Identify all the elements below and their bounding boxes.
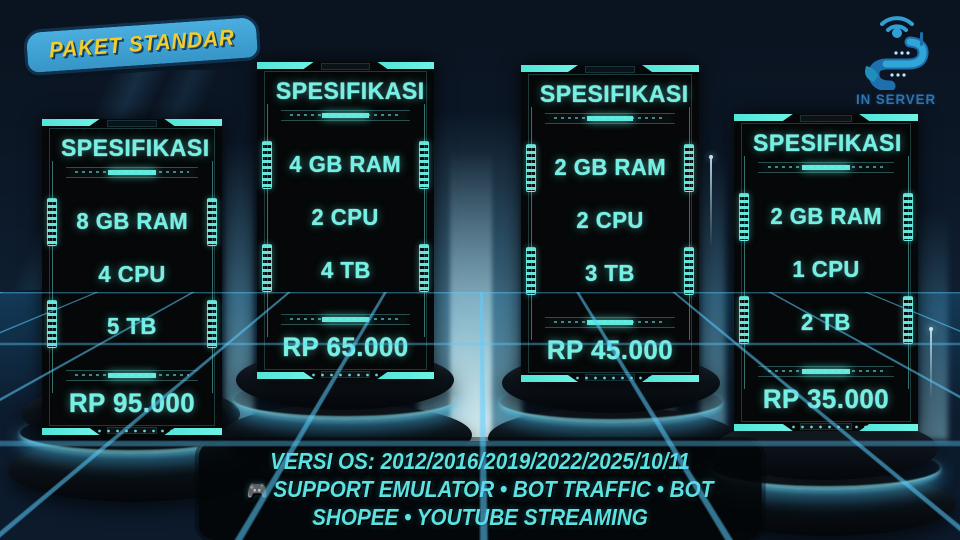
frame-corner bbox=[859, 424, 918, 431]
footer-support-text: SUPPORT EMULATOR • BOT TRAFFIC • BOT bbox=[273, 476, 714, 503]
spec-cpu: 2 CPU bbox=[311, 204, 380, 230]
divider-ornament bbox=[66, 370, 198, 381]
frame-rail bbox=[207, 161, 217, 393]
frame-rail bbox=[739, 156, 749, 389]
frame-corner bbox=[257, 372, 314, 379]
divider-ornament bbox=[758, 366, 894, 377]
spec-list: 4 GB RAM 2 CPU 4 TB bbox=[273, 125, 418, 310]
price-label: RP 65.000 bbox=[282, 332, 409, 362]
frame-corner bbox=[42, 428, 100, 435]
frame-corner bbox=[859, 114, 918, 121]
frame-corner bbox=[521, 375, 578, 382]
spark bbox=[929, 327, 933, 400]
spark bbox=[709, 155, 713, 248]
frame-corner bbox=[642, 375, 699, 382]
spec-ram: 2 GB RAM bbox=[554, 154, 666, 180]
package-badge-label: PAKET STANDAR bbox=[48, 24, 236, 63]
frame-corner bbox=[377, 372, 434, 379]
frame-corner bbox=[734, 114, 793, 121]
frame-corner bbox=[164, 119, 222, 126]
footer-os-versions: VERSI OS: 2012/2016/2019/2022/2025/10/11 bbox=[270, 448, 690, 474]
price-label: RP 95.000 bbox=[68, 388, 196, 418]
divider-ornament bbox=[66, 167, 198, 178]
frame-corner bbox=[521, 65, 578, 72]
spec-storage: 2 TB bbox=[801, 309, 851, 335]
frame-segment bbox=[320, 63, 371, 70]
frame-dots bbox=[290, 373, 401, 377]
frame-corner bbox=[257, 62, 314, 69]
frame-rail bbox=[903, 156, 913, 389]
divider-ornament bbox=[545, 113, 675, 124]
spec-ram: 8 GB RAM bbox=[76, 207, 188, 234]
spec-list: 2 GB RAM 2 CPU 3 TB bbox=[537, 128, 683, 313]
frame-corner bbox=[734, 424, 793, 431]
package-badge: PAKET STANDAR bbox=[22, 13, 262, 77]
brand-logo: IN SERVER bbox=[844, 6, 948, 107]
spec-storage: 5 TB bbox=[107, 313, 157, 340]
divider-ornament bbox=[281, 314, 410, 325]
spec-storage: 3 TB bbox=[585, 260, 635, 286]
pricing-card-3: SPESIFIKASI 2 GB RAM 2 CPU 3 TB RP 45.00… bbox=[521, 65, 699, 382]
spec-list: 2 GB RAM 1 CPU 2 TB bbox=[750, 177, 902, 362]
spec-storage: 4 TB bbox=[320, 257, 371, 283]
footer-support-line-2: SHOPEE • YOUTUBE STREAMING bbox=[312, 504, 648, 531]
light-beam bbox=[918, 210, 948, 440]
frame-segment bbox=[106, 120, 158, 127]
card-title: SPESIFIKASI bbox=[275, 78, 425, 105]
frame-rail bbox=[526, 107, 536, 340]
footer-info-panel: VERSI OS: 2012/2016/2019/2022/2025/10/11… bbox=[198, 441, 762, 540]
brand-logo-label: IN SERVER bbox=[855, 91, 937, 107]
divider-ornament bbox=[758, 162, 894, 173]
frame-segment bbox=[800, 115, 852, 122]
pricing-card-2: SPESIFIKASI 4 GB RAM 2 CPU 4 TB RP 65.00… bbox=[257, 62, 434, 379]
gamepad-icon: 🎮 bbox=[246, 481, 268, 503]
frame-corner bbox=[164, 428, 222, 435]
frame-rail bbox=[262, 104, 272, 337]
frame-dots bbox=[77, 429, 187, 433]
frame-corner bbox=[377, 62, 434, 69]
divider-ornament bbox=[545, 317, 675, 328]
price-label: RP 35.000 bbox=[762, 384, 890, 414]
frame-rail bbox=[47, 161, 57, 393]
spec-cpu: 1 CPU bbox=[792, 256, 860, 282]
divider-ornament bbox=[281, 110, 410, 121]
spec-ram: 4 GB RAM bbox=[289, 151, 402, 177]
frame-corner bbox=[42, 119, 100, 126]
card-title: SPESIFIKASI bbox=[60, 135, 210, 162]
in-server-logo-icon bbox=[865, 16, 929, 92]
pricing-card-1: SPESIFIKASI 8 GB RAM 4 CPU 5 TB RP 95.00… bbox=[42, 119, 222, 435]
spec-cpu: 4 CPU bbox=[98, 260, 166, 287]
spec-ram: 2 GB RAM bbox=[770, 203, 882, 229]
card-title: SPESIFIKASI bbox=[753, 130, 902, 157]
frame-corner bbox=[642, 65, 699, 72]
price-label: RP 45.000 bbox=[546, 335, 674, 365]
frame-dots bbox=[771, 425, 881, 429]
spec-cpu: 2 CPU bbox=[576, 207, 644, 233]
card-title: SPESIFIKASI bbox=[539, 81, 689, 108]
frame-rail bbox=[419, 104, 429, 337]
pricing-card-4: SPESIFIKASI 2 GB RAM 1 CPU 2 TB RP 35.00… bbox=[734, 114, 918, 431]
frame-segment bbox=[585, 66, 635, 73]
frame-dots bbox=[555, 376, 665, 380]
spec-list: 8 GB RAM 4 CPU 5 TB bbox=[58, 182, 206, 366]
light-beam-core bbox=[450, 150, 492, 445]
frame-rail bbox=[684, 107, 694, 340]
footer-support-line: 🎮 SUPPORT EMULATOR • BOT TRAFFIC • BOT bbox=[247, 475, 714, 503]
